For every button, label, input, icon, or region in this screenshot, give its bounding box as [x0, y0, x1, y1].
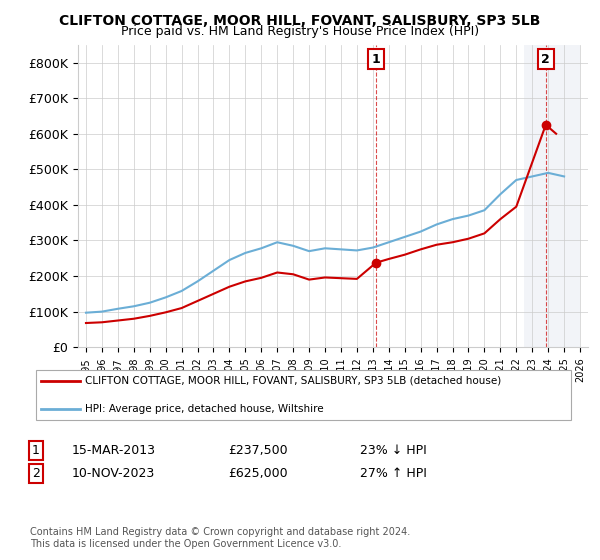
Text: 1: 1 — [32, 444, 40, 458]
Text: Contains HM Land Registry data © Crown copyright and database right 2024.
This d: Contains HM Land Registry data © Crown c… — [30, 527, 410, 549]
Text: CLIFTON COTTAGE, MOOR HILL, FOVANT, SALISBURY, SP3 5LB: CLIFTON COTTAGE, MOOR HILL, FOVANT, SALI… — [59, 14, 541, 28]
Text: 1: 1 — [371, 53, 380, 66]
Text: HPI: Average price, detached house, Wiltshire: HPI: Average price, detached house, Wilt… — [85, 404, 324, 414]
Text: CLIFTON COTTAGE, MOOR HILL, FOVANT, SALISBURY, SP3 5LB (detached house): CLIFTON COTTAGE, MOOR HILL, FOVANT, SALI… — [85, 376, 502, 386]
Text: 2: 2 — [541, 53, 550, 66]
Text: 2: 2 — [32, 466, 40, 480]
FancyBboxPatch shape — [35, 370, 571, 420]
Text: 27% ↑ HPI: 27% ↑ HPI — [360, 466, 427, 480]
Text: £237,500: £237,500 — [228, 444, 287, 458]
Text: 15-MAR-2013: 15-MAR-2013 — [72, 444, 156, 458]
Text: Price paid vs. HM Land Registry's House Price Index (HPI): Price paid vs. HM Land Registry's House … — [121, 25, 479, 38]
Text: £625,000: £625,000 — [228, 466, 287, 480]
Text: 23% ↓ HPI: 23% ↓ HPI — [360, 444, 427, 458]
Text: 10-NOV-2023: 10-NOV-2023 — [72, 466, 155, 480]
